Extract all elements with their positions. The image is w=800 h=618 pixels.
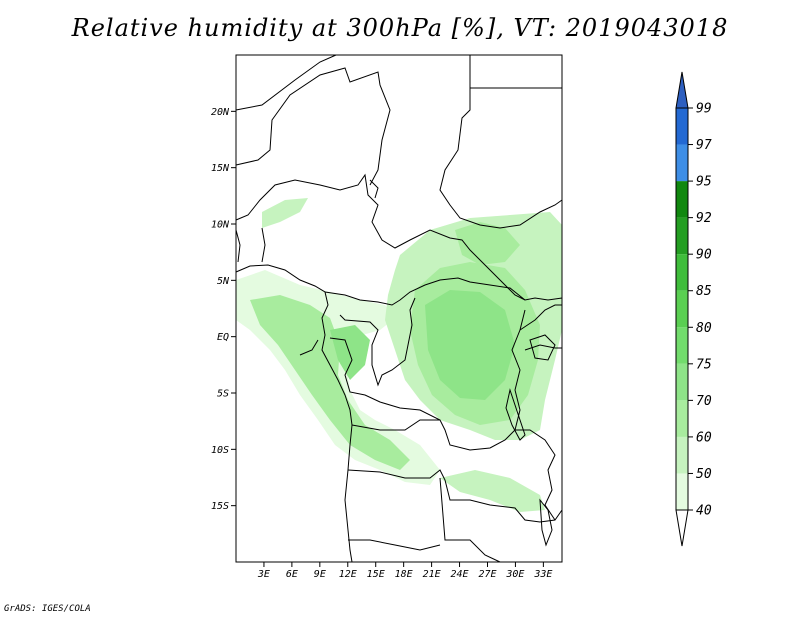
colorbar-label: 80 — [696, 321, 712, 336]
colorbar-segment — [676, 363, 688, 401]
colorbar-segment — [676, 327, 688, 364]
border-segment — [235, 67, 391, 186]
lake-victoria — [529, 334, 556, 361]
colorbar-segment — [676, 290, 688, 328]
colorbar-label: 99 — [696, 102, 712, 117]
country-borders — [235, 54, 563, 563]
colorbar-label: 60 — [696, 430, 712, 445]
border-segment — [351, 419, 440, 431]
colorbar-segment — [676, 108, 688, 145]
colorbar-max-arrow — [675, 71, 689, 109]
colorbar: 40 50 60 70 75 80 85 90 92 95 97 99 — [675, 71, 712, 547]
lon-tick-label: 15E — [367, 569, 385, 580]
humidity-shading — [236, 198, 562, 512]
lon-tick-label: 3E — [257, 569, 270, 580]
border-segment — [235, 173, 563, 301]
lat-tick-label: 20N — [211, 107, 230, 118]
lon-tick-label: 30E — [505, 569, 524, 580]
border-segment — [519, 304, 562, 331]
map-title: Relative humidity at 300hPa [%], VT: 201… — [71, 14, 729, 42]
border-segment — [515, 429, 556, 521]
colorbar-label: 85 — [696, 284, 712, 299]
lat-tick-label: 10N — [211, 220, 230, 231]
border-segment — [347, 469, 563, 523]
lat-tick-label: 10S — [211, 445, 229, 456]
colorbar-label: 40 — [696, 504, 712, 519]
colorbar-min-arrow — [675, 509, 689, 547]
humidity-region-northwest — [262, 198, 308, 228]
border-segment — [439, 477, 501, 563]
border-segment — [348, 539, 441, 551]
credit-text: GrADS: IGES/COLA — [4, 604, 91, 614]
lake-tanganyika — [505, 388, 526, 441]
border-segment — [324, 277, 526, 306]
colorbar-segment — [676, 400, 688, 437]
colorbar-segment — [676, 144, 688, 182]
lon-tick-label: 6E — [286, 569, 298, 580]
lon-tick-label: 24E — [451, 569, 469, 580]
border-segment — [261, 227, 266, 263]
humidity-region-south — [440, 470, 545, 512]
colorbar-outline — [675, 107, 689, 511]
map-axes: 20N 15N 10N 5N EQ 5S 10S 15S 3E 6E 9E 12E 15E 18E 21E 2… — [211, 107, 552, 580]
lon-tick-label: 21E — [423, 569, 441, 580]
border-segment — [329, 309, 526, 451]
lat-tick-label: EQ — [217, 332, 229, 343]
lon-tick-label: 27E — [478, 569, 496, 580]
lon-tick-label: 18E — [395, 569, 413, 580]
lon-tick-label: 33E — [533, 569, 552, 580]
border-segment — [299, 339, 319, 356]
border-segment — [439, 55, 563, 229]
colorbar-label: 70 — [696, 394, 712, 409]
lon-tick-label: 9E — [314, 569, 326, 580]
lon-tick-label: 12E — [339, 569, 357, 580]
colorbar-label: 95 — [696, 175, 712, 190]
lat-tick-label: 15S — [211, 501, 229, 512]
humidity-region-west-inner — [250, 295, 410, 470]
colorbar-segment — [676, 473, 688, 510]
colorbar-segment — [676, 254, 688, 291]
border-segment — [339, 297, 416, 387]
map-frame — [235, 54, 563, 563]
lat-tick-label: 5N — [217, 276, 230, 287]
border-segment — [235, 54, 337, 111]
lat-tick-label: 5S — [217, 389, 229, 400]
colorbar-label: 90 — [696, 248, 712, 263]
colorbar-label: 97 — [696, 138, 712, 153]
colorbar-label: 92 — [696, 211, 712, 226]
humidity-region-west-core — [330, 325, 370, 380]
colorbar-segment — [676, 436, 688, 474]
coastline-west-africa — [235, 264, 353, 563]
humidity-region-central-core — [425, 290, 515, 400]
lake-malawi — [539, 498, 553, 547]
lat-tick-label: 15N — [211, 163, 230, 174]
colorbar-label: 75 — [696, 357, 712, 372]
humidity-region-north — [455, 222, 520, 265]
lake-chad — [369, 179, 379, 199]
map-border — [235, 54, 563, 563]
colorbar-segment — [676, 181, 688, 218]
colorbar-label: 50 — [696, 467, 712, 482]
border-segment — [235, 229, 241, 263]
colorbar-segment — [676, 217, 688, 255]
